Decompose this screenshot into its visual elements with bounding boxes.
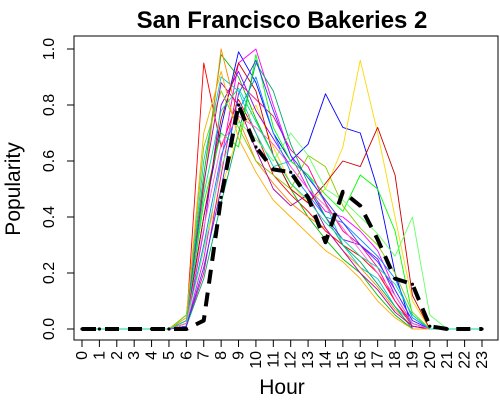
x-tick-label: 16 xyxy=(352,351,369,369)
x-tick-label: 5 xyxy=(161,351,178,360)
x-tick-label: 8 xyxy=(213,351,230,360)
x-tick-label: 10 xyxy=(248,351,265,369)
x-tick-label: 2 xyxy=(109,351,126,360)
series-line-average xyxy=(82,103,482,331)
x-tick-label: 9 xyxy=(231,351,248,360)
series-line-14 xyxy=(82,62,482,330)
plot-frame xyxy=(73,35,499,341)
series-line-15 xyxy=(82,82,482,330)
average-point xyxy=(254,145,258,149)
series-line-13 xyxy=(82,62,482,330)
x-tick-label: 13 xyxy=(300,351,317,369)
x-tick-label: 4 xyxy=(144,351,161,360)
y-axis-ticks: 0.0 0.2 0.4 0.6 0.8 1.0 xyxy=(41,38,74,340)
average-point xyxy=(167,327,171,331)
average-point xyxy=(341,190,345,194)
average-point xyxy=(463,327,467,331)
average-point xyxy=(306,195,310,199)
series-line-11 xyxy=(82,76,482,330)
series-line-7 xyxy=(82,48,482,330)
average-point xyxy=(445,327,449,331)
average-point xyxy=(202,319,206,323)
x-axis-label: Hour xyxy=(259,376,305,399)
series-line-4 xyxy=(82,48,482,330)
y-tick-label: 0.4 xyxy=(41,206,58,228)
x-tick-label: 7 xyxy=(196,351,213,360)
x-axis-ticks: 0 1 2 3 4 5 6 7 8 9 10 11 12 13 14 15 16 17 18 19 20 21 22 23 xyxy=(74,340,491,369)
average-point xyxy=(219,195,223,199)
series-line-1 xyxy=(82,62,482,330)
x-tick-label: 19 xyxy=(404,351,421,369)
x-tick-label: 20 xyxy=(422,351,439,369)
series-line-19 xyxy=(82,115,482,330)
series-line-17 xyxy=(82,70,482,330)
x-tick-label: 0 xyxy=(74,351,91,360)
average-point xyxy=(393,277,397,281)
average-point xyxy=(236,103,241,107)
y-axis-label: Popularity xyxy=(2,142,25,236)
series-line-8 xyxy=(82,70,482,330)
average-point xyxy=(410,282,415,286)
series-line-10 xyxy=(82,82,482,330)
average-point xyxy=(480,327,484,331)
x-tick-label: 21 xyxy=(439,351,456,369)
average-point xyxy=(358,204,362,208)
x-tick-label: 11 xyxy=(265,351,282,368)
average-point xyxy=(289,170,293,174)
average-point xyxy=(80,327,84,331)
average-point xyxy=(271,167,275,171)
x-tick-label: 6 xyxy=(178,351,195,360)
series-line-3 xyxy=(82,51,482,330)
y-tick-label: 0.2 xyxy=(41,262,58,284)
average-point xyxy=(184,327,188,331)
y-tick-label: 0.6 xyxy=(41,150,58,172)
y-tick-label: 1.0 xyxy=(41,38,58,60)
average-point xyxy=(149,327,154,331)
average-point xyxy=(132,327,136,331)
series-line-12 xyxy=(82,90,482,330)
average-point xyxy=(115,327,119,331)
y-tick-label: 0.0 xyxy=(41,318,58,340)
average-point xyxy=(376,237,380,241)
x-tick-label: 18 xyxy=(387,351,404,369)
x-tick-label: 22 xyxy=(457,351,474,369)
x-tick-label: 3 xyxy=(126,351,143,360)
average-point xyxy=(428,324,432,328)
series-layer xyxy=(80,48,484,331)
y-tick-label: 0.8 xyxy=(41,94,58,116)
x-tick-label: 12 xyxy=(283,351,300,369)
series-line-6 xyxy=(82,76,482,330)
x-tick-label: 15 xyxy=(335,351,352,369)
chart-title: San Francisco Bakeries 2 xyxy=(137,7,428,34)
x-tick-label: 23 xyxy=(474,351,491,369)
series-line-18 xyxy=(82,59,482,330)
series-line-2 xyxy=(82,54,482,330)
average-point xyxy=(97,327,101,331)
x-tick-label: 14 xyxy=(317,351,334,369)
x-tick-label: 17 xyxy=(370,351,387,369)
series-line-9 xyxy=(82,54,482,330)
series-line-5 xyxy=(82,59,482,330)
average-point xyxy=(323,240,328,244)
x-tick-label: 1 xyxy=(91,351,108,360)
